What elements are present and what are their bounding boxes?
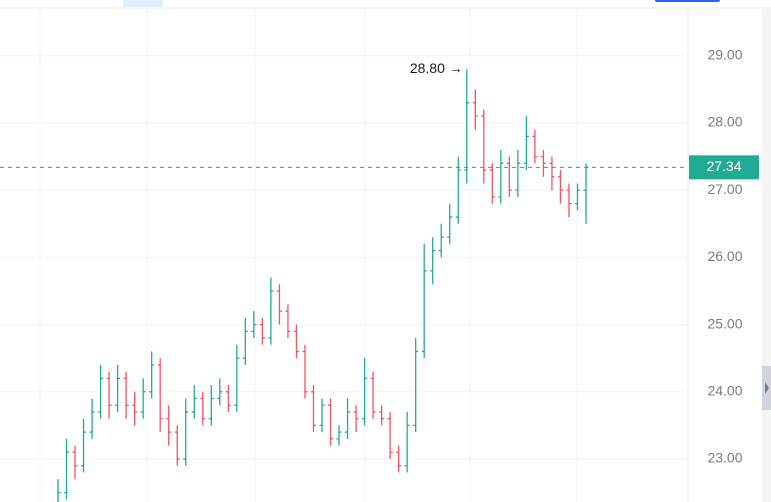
scroll-arrow	[765, 382, 769, 394]
y-tick-label: 28.00	[707, 114, 742, 130]
y-tick-label: 26.00	[707, 248, 742, 264]
tab-highlight[interactable]	[123, 0, 163, 7]
top-button[interactable]	[655, 0, 720, 2]
last-price-box	[689, 155, 759, 180]
scrollbar	[762, 8, 771, 502]
vertical-grid	[39, 8, 578, 502]
y-tick-label: 29.00	[707, 46, 742, 62]
y-tick-label: 27.00	[707, 181, 742, 197]
y-tick-label: 23.00	[707, 450, 742, 466]
y-tick-label: 25.00	[707, 315, 742, 331]
high-marker: 28.80 →	[410, 60, 463, 76]
y-tick-label: 24.00	[707, 382, 742, 398]
last-price-label: 27.34	[706, 158, 741, 174]
